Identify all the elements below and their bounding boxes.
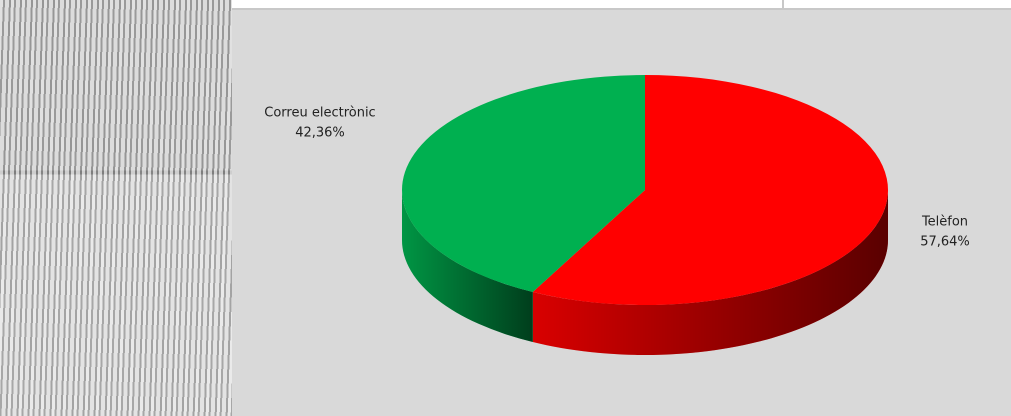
slice-label: Correu electrònic	[264, 106, 375, 121]
slice-label: Telèfon	[921, 215, 968, 230]
pie-slice	[532, 75, 888, 305]
pie-slice	[402, 74, 645, 293]
top-table-border	[232, 0, 1011, 10]
slice-value-label: 42,36%	[295, 126, 345, 141]
slice-value-label: 57,64%	[920, 235, 970, 250]
side-shade	[532, 190, 888, 355]
side-photo	[0, 0, 232, 416]
chart: Telèfon 57,64% Correu electrònic 42,36%	[232, 10, 1011, 416]
side-shade	[402, 190, 533, 343]
table-divider	[782, 0, 784, 10]
